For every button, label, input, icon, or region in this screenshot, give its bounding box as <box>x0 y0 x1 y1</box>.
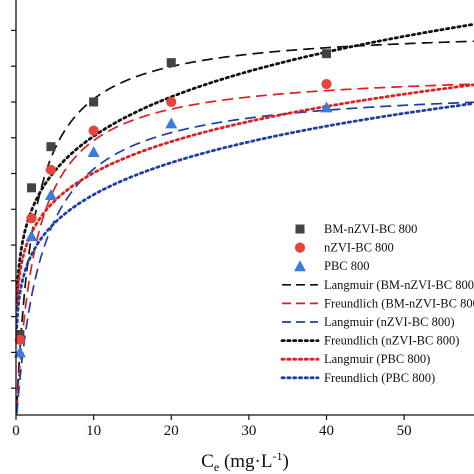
point-nzvi-bc-800 <box>88 125 99 136</box>
curve-freundlich-nzvi-bc-800 <box>15 22 474 303</box>
legend-marker <box>294 242 306 253</box>
point-pbc-800 <box>165 117 178 129</box>
point-bm-nzvi-bc-800 <box>46 142 56 152</box>
point-nzvi-bc-800 <box>26 213 37 224</box>
x-tick-label: 10 <box>86 423 101 439</box>
point-pbc-800 <box>44 188 57 200</box>
x-tick-label: 40 <box>319 423 334 439</box>
point-bm-nzvi-bc-800 <box>166 58 176 68</box>
point-pbc-800 <box>320 101 333 113</box>
legend-marker <box>294 260 306 272</box>
legend-label: PBC 800 <box>324 259 370 273</box>
legend-item-freundlich-bm-nzvi-bc-800: Freundlich (BM-nZVI-BC 800) <box>282 296 474 310</box>
legend-item-langmuir-pbc-800: Langmuir (PBC 800) <box>280 352 430 366</box>
point-bm-nzvi-bc-800 <box>322 49 332 59</box>
point-pbc-800 <box>13 346 26 358</box>
x-axis-title: Ce (mg·L-1) <box>201 449 289 474</box>
legend-label: Freundlich (nZVI-BC 800) <box>324 334 459 348</box>
legend-label: nZVI-BC 800 <box>324 241 394 255</box>
x-tick-label: 30 <box>241 423 256 439</box>
point-bm-nzvi-bc-800 <box>89 97 99 107</box>
point-nzvi-bc-800 <box>45 164 57 176</box>
legend-item-freundlich-nzvi-bc-800: Freundlich (nZVI-BC 800) <box>280 334 459 348</box>
data-points <box>13 49 333 358</box>
point-nzvi-bc-800 <box>166 96 177 108</box>
x-tick-label: 0 <box>12 423 20 439</box>
point-nzvi-bc-800 <box>14 334 25 345</box>
legend-item-freundlich-pbc-800: Freundlich (PBC 800) <box>280 371 435 385</box>
point-pbc-800 <box>25 230 38 242</box>
x-tick-label: 50 <box>397 423 412 439</box>
legend-label: Langmuir (PBC 800) <box>324 352 430 366</box>
legend-label: BM-nZVI-BC 800 <box>324 222 417 236</box>
legend-marker <box>295 224 305 234</box>
point-bm-nzvi-bc-800 <box>27 183 37 193</box>
legend-item-pbc-800: PBC 800 <box>294 259 370 273</box>
curve-langmuir-pbc-800 <box>15 83 474 311</box>
legend-label: Langmuir (BM-nZVI-BC 800) <box>324 278 474 292</box>
legend-item-langmuir-bm-nzvi-bc-800: Langmuir (BM-nZVI-BC 800) <box>282 278 474 292</box>
legend-label: Freundlich (PBC 800) <box>324 371 435 385</box>
legend-item-bm-nzvi-bc-800: BM-nZVI-BC 800 <box>295 222 417 236</box>
legend-item-nzvi-bc-800: nZVI-BC 800 <box>294 241 394 255</box>
legend-label: Langmuir (nZVI-BC 800) <box>324 315 455 329</box>
curve-freundlich-bm-nzvi-bc-800 <box>15 83 474 411</box>
axis-ticks: 0 10 20 30 40 50 <box>11 29 412 439</box>
curve-freundlich-pbc-800 <box>15 102 474 330</box>
point-bm-nzvi-bc-800 <box>15 330 25 340</box>
fitted-curves <box>15 22 474 415</box>
legend: BM-nZVI-BC 800 nZVI-BC 800 PBC 800 Langmuir… <box>280 222 474 385</box>
point-pbc-800 <box>87 146 100 158</box>
x-tick-label: 20 <box>164 423 179 439</box>
point-nzvi-bc-800 <box>321 78 332 90</box>
legend-label: Freundlich (BM-nZVI-BC 800) <box>324 296 474 310</box>
curve-langmuir-nzvi-bc-800 <box>15 101 474 415</box>
legend-item-langmuir-nzvi-bc-800: Langmuir (nZVI-BC 800) <box>282 315 455 329</box>
